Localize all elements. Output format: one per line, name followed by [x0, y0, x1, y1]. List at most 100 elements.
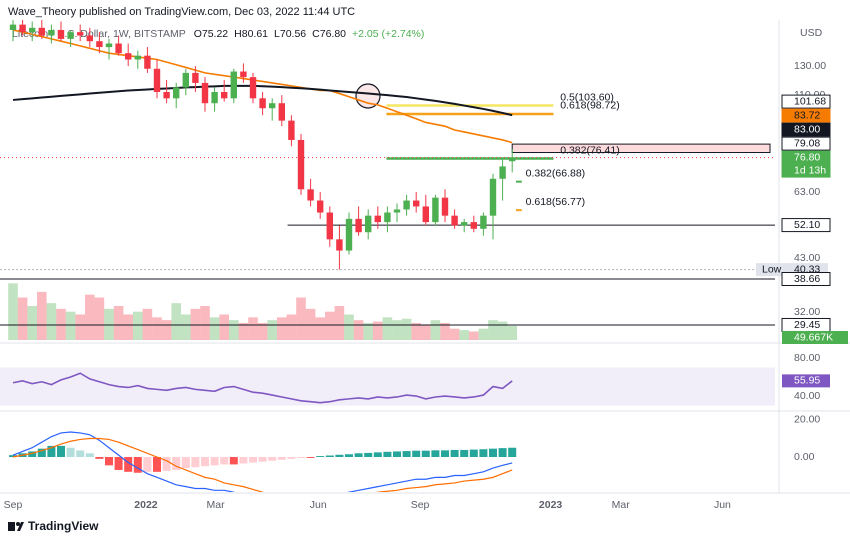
macd-histogram [354, 453, 363, 457]
volume-bar [113, 306, 124, 340]
currency: USD [800, 27, 823, 39]
candle-body [432, 197, 439, 223]
macd-histogram [469, 449, 478, 457]
macd-histogram [133, 457, 142, 473]
volume-bar [132, 311, 143, 340]
volume-bar [142, 308, 153, 340]
macd-histogram [114, 457, 123, 470]
candle-body [268, 103, 276, 109]
volume-bar [104, 308, 114, 340]
candle-body [259, 98, 266, 109]
volume-bar [180, 314, 191, 340]
candle-body [67, 32, 74, 39]
macd-histogram [431, 450, 440, 457]
volume-bar [440, 323, 450, 340]
candle-body [192, 72, 199, 83]
macd-histogram [124, 457, 133, 472]
macd-histogram [364, 452, 373, 457]
volume-bar [8, 283, 18, 340]
rsi-tick: 40.00 [794, 390, 820, 402]
price-marker-sub: 1d 13h [794, 164, 826, 176]
macd-histogram [76, 450, 85, 457]
candle-body [19, 24, 26, 33]
macd-histogram [28, 451, 37, 457]
rsi-tick: 80.00 [794, 352, 820, 364]
volume-bar [392, 320, 402, 340]
y-tick-label: 63.00 [794, 186, 820, 198]
macd-histogram [488, 448, 497, 457]
candle-body [172, 87, 180, 99]
candle-body [57, 29, 65, 39]
volume-bar [353, 320, 364, 340]
moving-average [12, 29, 513, 144]
volume-bar [36, 291, 47, 340]
macd-histogram [402, 451, 411, 457]
candle-body [96, 41, 103, 48]
macd-tick: 0.00 [794, 451, 815, 463]
candle-body [307, 189, 314, 201]
volume-bar [228, 320, 239, 340]
volume-marker-label: 49.667K [794, 331, 833, 343]
logo [8, 522, 15, 531]
macd-histogram [412, 450, 421, 457]
candle-body [441, 197, 449, 216]
volume-bar [123, 314, 133, 340]
volume-bar [152, 317, 162, 340]
volume-bar [27, 306, 37, 340]
fib-label: 0.5(103.60) [560, 91, 614, 103]
y-tick-label: 130.00 [794, 60, 826, 72]
publisher: Wave_Theory published on TradingView.com… [8, 6, 355, 18]
macd-histogram [210, 457, 219, 466]
candle-body [9, 24, 17, 30]
zone [511, 143, 771, 154]
rsi-marker [782, 374, 830, 388]
macd-histogram [508, 447, 517, 457]
annotation-circle [355, 83, 381, 109]
volume-pane [8, 283, 517, 340]
candle-body [105, 43, 113, 48]
macd-histogram [143, 457, 152, 472]
candle-body [364, 215, 372, 233]
candle-body [230, 71, 237, 99]
candle-body [220, 91, 228, 99]
macd-histogram [383, 451, 392, 457]
candle-body [48, 29, 55, 36]
volume-bar [200, 306, 210, 340]
y-tick-label: 43.00 [794, 252, 820, 264]
price-marker [781, 122, 831, 137]
candle-body [211, 91, 218, 104]
candle-body [393, 209, 401, 213]
candle-body [182, 72, 189, 88]
volume-bar [334, 306, 345, 340]
candle-body [278, 103, 285, 121]
symbol: Litecoin / U.S. Dollar, 1W, BITSTAMP [12, 28, 186, 40]
volume-bar [430, 320, 441, 340]
volume-bar [56, 308, 66, 340]
macd-histogram [421, 450, 430, 457]
macd-histogram [373, 452, 382, 457]
level-label: 38.66 [794, 273, 820, 285]
price-marker [781, 218, 831, 233]
logo [17, 522, 24, 531]
macd-histogram [85, 453, 94, 457]
macd-histogram [316, 456, 325, 457]
macd-histogram [277, 457, 286, 460]
ohlc-value: O75.22 [194, 28, 229, 40]
price-marker-label: 52.10 [794, 219, 820, 231]
x-tick-label: Jun [310, 499, 327, 511]
brand-name: TradingView [28, 519, 99, 533]
x-tick-label: 2022 [134, 499, 158, 511]
candle-body [326, 212, 333, 240]
macd-pane [8, 431, 517, 492]
brand: TradingView [8, 519, 99, 533]
volume-bar [171, 303, 181, 340]
volume-bar [17, 297, 28, 340]
macd-tick: 20.00 [794, 414, 820, 426]
volume-bar [190, 308, 201, 340]
price-marker [781, 136, 831, 151]
macd-histogram [162, 457, 171, 471]
macd-histogram [268, 457, 277, 461]
volume-bar [219, 314, 229, 340]
volume-bar [507, 325, 517, 340]
volume-bar [344, 314, 354, 340]
